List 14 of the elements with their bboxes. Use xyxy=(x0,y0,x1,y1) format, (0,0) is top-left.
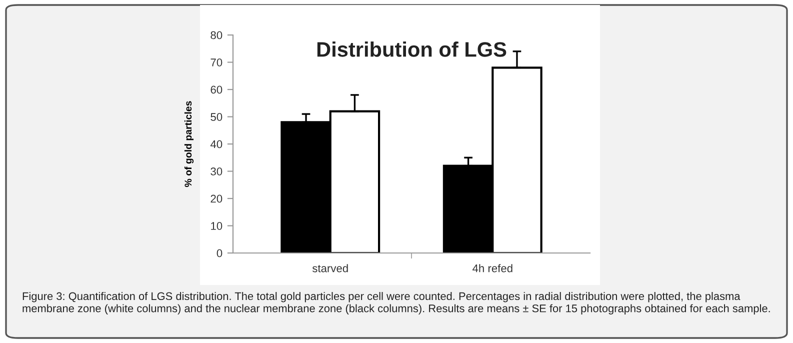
y-tick-label: 40 xyxy=(210,140,222,148)
y-tick-label: 60 xyxy=(210,86,222,94)
y-tick-label: 80 xyxy=(210,31,222,40)
chart-title: Distribution of LGS xyxy=(317,42,506,57)
y-tick-label: 70 xyxy=(210,58,222,66)
y-axis-title: % of gold particles xyxy=(184,101,194,187)
x-tick-label: starved xyxy=(312,264,348,272)
y-tick-label: 50 xyxy=(210,113,222,121)
y-tick-label: 30 xyxy=(210,168,222,176)
y-tick-label: 0 xyxy=(216,249,222,258)
y-tick-label: 10 xyxy=(211,222,222,230)
caption: Figure 3: Quantification of LGS distribution. The total gold particles per cell were counted. Percentages in radial distribution were plotted, the plasma membrane zone (white columns) and the nuclear membrane zone (black columns). Results are means ± SE for 15 photographs obtained for each sample. xyxy=(22,292,770,314)
y-tick-label: 20 xyxy=(210,194,222,203)
x-tick-label: 4h refed xyxy=(472,264,512,272)
